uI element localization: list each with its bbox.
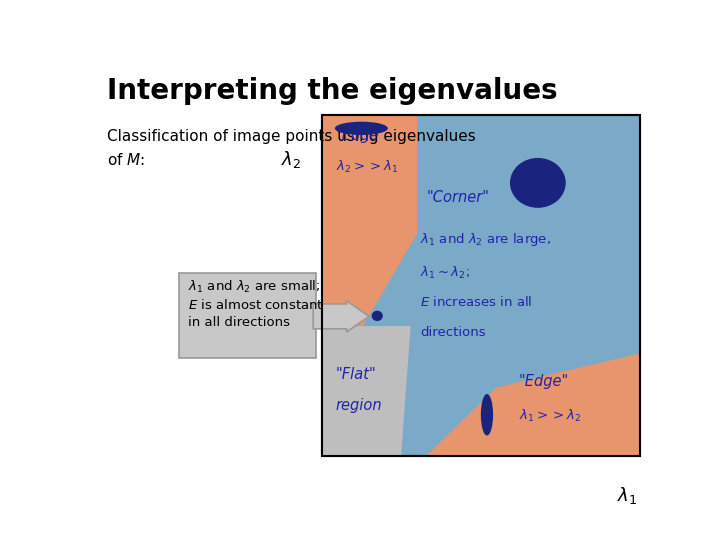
FancyArrow shape <box>313 301 369 332</box>
Polygon shape <box>322 326 410 456</box>
Text: $\mathit{E}$ is almost constant: $\mathit{E}$ is almost constant <box>188 298 323 312</box>
Text: "Corner": "Corner" <box>426 190 490 205</box>
FancyBboxPatch shape <box>179 273 316 358</box>
Text: of $\mathit{M}$:: of $\mathit{M}$: <box>107 152 145 168</box>
Text: directions: directions <box>420 326 486 339</box>
Text: $\lambda_2 >> \lambda_1$: $\lambda_2 >> \lambda_1$ <box>336 159 397 175</box>
Text: Classification of image points using eigenvalues: Classification of image points using eig… <box>107 129 475 144</box>
Text: region: region <box>336 397 382 413</box>
Text: "Flat": "Flat" <box>336 367 377 382</box>
Text: "Edge": "Edge" <box>336 129 386 143</box>
Text: "Edge": "Edge" <box>519 374 569 389</box>
Ellipse shape <box>372 310 383 321</box>
Ellipse shape <box>481 394 493 436</box>
Ellipse shape <box>335 122 388 135</box>
Polygon shape <box>322 114 639 456</box>
Text: $\lambda_1 >> \lambda_2$: $\lambda_1 >> \lambda_2$ <box>519 408 581 424</box>
Text: $\lambda_1$: $\lambda_1$ <box>617 485 637 506</box>
Text: $\lambda_1$ and $\lambda_2$ are large,: $\lambda_1$ and $\lambda_2$ are large, <box>420 231 551 248</box>
Polygon shape <box>322 114 417 326</box>
Text: Interpreting the eigenvalues: Interpreting the eigenvalues <box>107 77 557 105</box>
Polygon shape <box>426 353 639 456</box>
Text: $\lambda_1$ and $\lambda_2$ are small;: $\lambda_1$ and $\lambda_2$ are small; <box>188 279 320 295</box>
Text: $\mathit{E}$ increases in all: $\mathit{E}$ increases in all <box>420 295 533 309</box>
Text: $\lambda_1 \sim \lambda_2$;: $\lambda_1 \sim \lambda_2$; <box>420 265 470 281</box>
Text: $\lambda_2$: $\lambda_2$ <box>281 149 301 170</box>
Text: in all directions: in all directions <box>188 316 289 329</box>
Ellipse shape <box>510 158 566 208</box>
